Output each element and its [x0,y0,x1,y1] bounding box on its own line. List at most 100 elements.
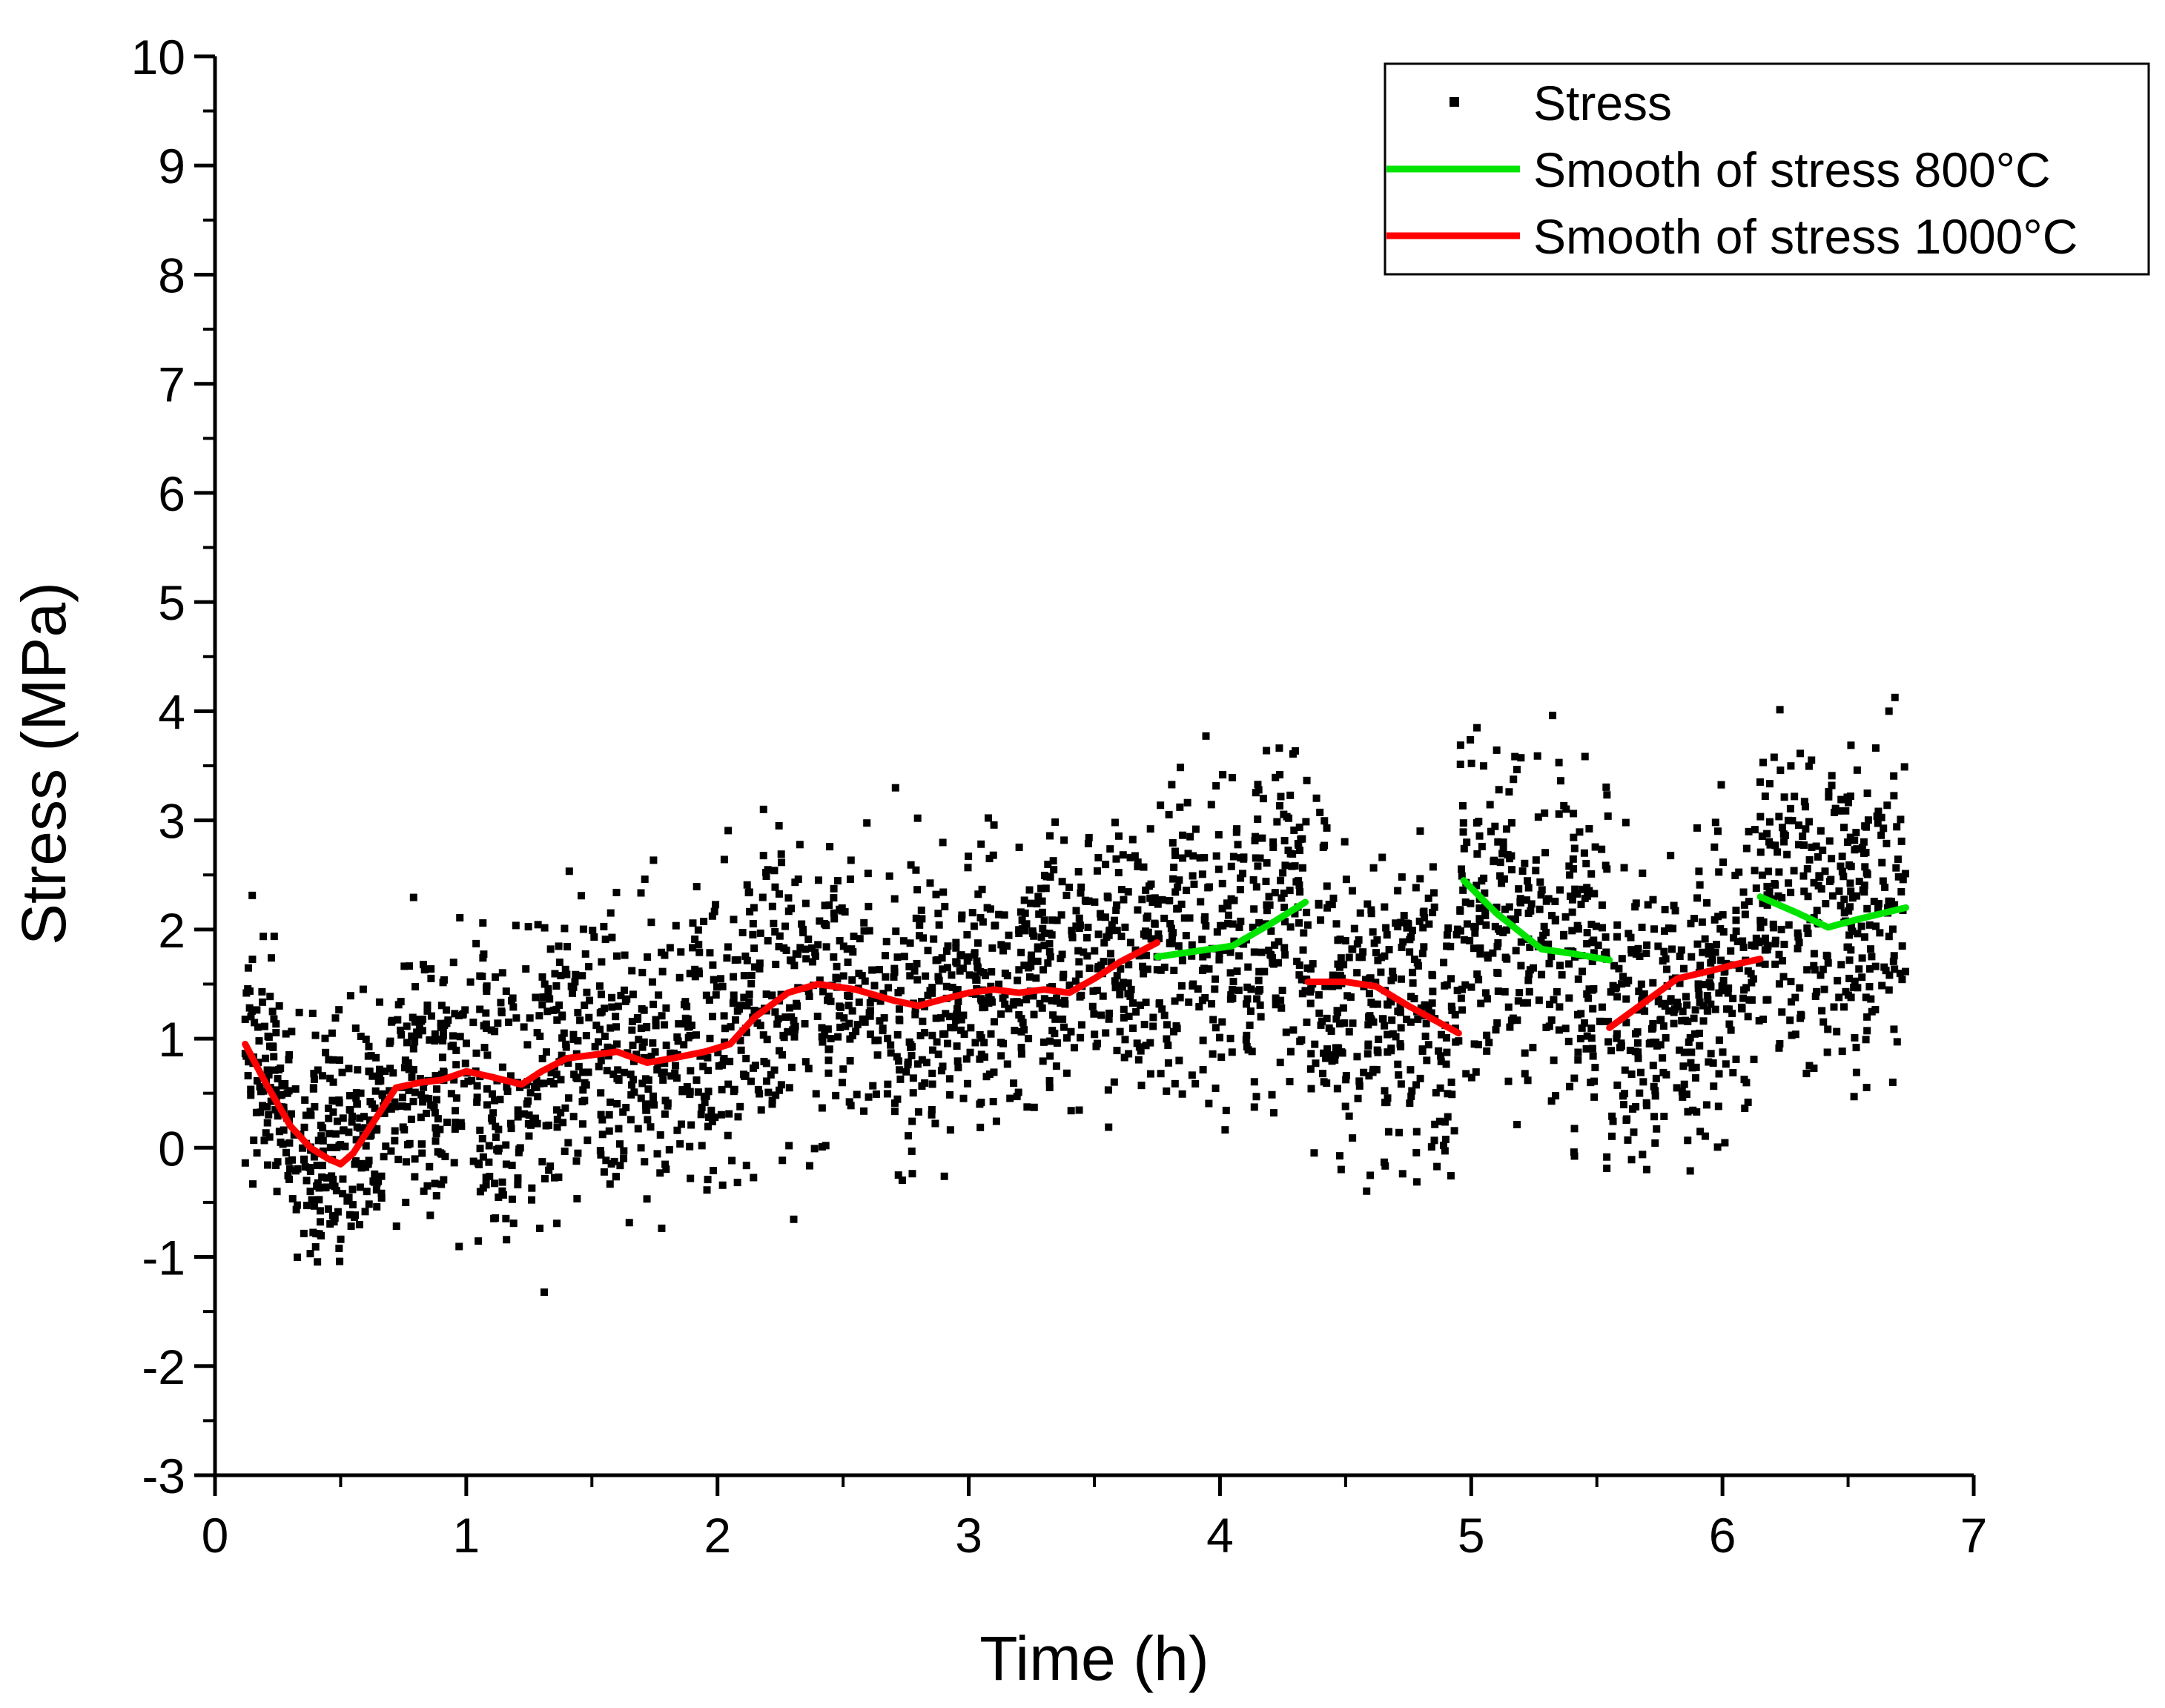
stress-point [285,1175,294,1183]
stress-point [1687,1059,1695,1067]
stress-point [1771,881,1779,889]
stress-point [830,884,838,893]
stress-point [386,1087,394,1095]
stress-point [1094,853,1103,861]
stress-point [1201,994,1209,1002]
stress-point [1561,913,1570,921]
stress-point [582,1031,590,1039]
stress-point [263,1103,271,1111]
stress-point [1149,1022,1157,1030]
stress-point [317,1218,325,1226]
stress-point [1170,863,1178,871]
y-tick-label: 5 [158,575,185,630]
stress-point [1208,1000,1216,1008]
stress-point [1112,906,1120,914]
stress-point [939,1030,947,1038]
stress-point [1739,937,1747,945]
stress-point [1860,838,1868,846]
stress-point [1042,884,1050,893]
stress-point [1817,971,1825,979]
stress-point [1505,903,1513,911]
stress-point [1481,889,1489,897]
stress-point [1067,1027,1075,1036]
stress-point [303,1202,311,1210]
stress-point [1744,1013,1752,1021]
stress-point [1565,960,1573,968]
stress-point [1790,867,1798,875]
stress-point [1234,986,1243,994]
stress-point [608,1044,616,1052]
stress-point [1298,835,1306,843]
stress-point [1891,965,1899,973]
stress-point [1559,932,1567,940]
stress-point [1146,1070,1154,1078]
stress-point [462,1039,470,1047]
stress-point [1212,1024,1220,1032]
stress-point [1359,948,1367,956]
stress-point [1847,887,1855,896]
stress-point [1643,941,1651,949]
stress-point [298,1144,306,1152]
stress-point [932,1014,940,1022]
stress-point [1169,875,1177,883]
stress-point [557,1076,565,1084]
stress-point [1817,827,1825,835]
stress-point [934,973,942,981]
stress-point [1771,960,1779,968]
stress-point [1017,1027,1025,1036]
stress-point [1447,942,1455,950]
stress-point [1010,998,1018,1006]
stress-point [1788,817,1797,825]
stress-point [709,961,717,969]
stress-point [475,1160,483,1168]
stress-point [1429,889,1438,897]
stress-point [426,1211,434,1219]
stress-point [400,1064,409,1072]
stress-point [452,1061,460,1069]
stress-point [335,1244,343,1252]
stress-point [658,1224,666,1232]
stress-point [979,918,987,926]
stress-point [853,1090,861,1099]
stress-point [1850,984,1858,992]
stress-point [1240,940,1248,948]
stress-point [879,990,888,998]
stress-point [976,1055,984,1063]
stress-point [1852,829,1860,837]
stress-point [523,1100,531,1108]
stress-point [439,1036,447,1045]
stress-point [1303,1018,1311,1026]
stress-point [1077,883,1085,891]
x-tick-label: 3 [955,1508,982,1563]
stress-point [1346,993,1355,1001]
stress-point [1679,1007,1687,1016]
stress-point [775,942,783,950]
stress-point [368,1125,377,1133]
stress-point [810,1145,819,1153]
stress-point [1102,1029,1110,1037]
stress-point [1430,1136,1438,1145]
stress-point [954,998,962,1006]
stress-point [908,1170,916,1178]
stress-point [1116,990,1124,999]
stress-point [1681,1016,1689,1025]
stress-point [1715,1036,1723,1045]
stress-point [1165,810,1173,818]
stress-point [1804,893,1812,901]
stress-point [997,1052,1005,1060]
stress-point [1650,1082,1658,1090]
stress-point [1048,931,1056,939]
stress-point [1406,948,1414,956]
stress-point [1894,855,1902,864]
stress-point [1603,865,1611,873]
stress-point [770,919,778,927]
stress-point [974,890,982,898]
stress-point [1845,907,1853,915]
stress-point [750,944,758,953]
stress-point [638,1043,647,1051]
stress-point [1838,853,1846,861]
stress-point [1624,1136,1632,1144]
stress-point [608,993,616,1002]
stress-point [776,932,784,940]
stress-point [523,1041,532,1049]
